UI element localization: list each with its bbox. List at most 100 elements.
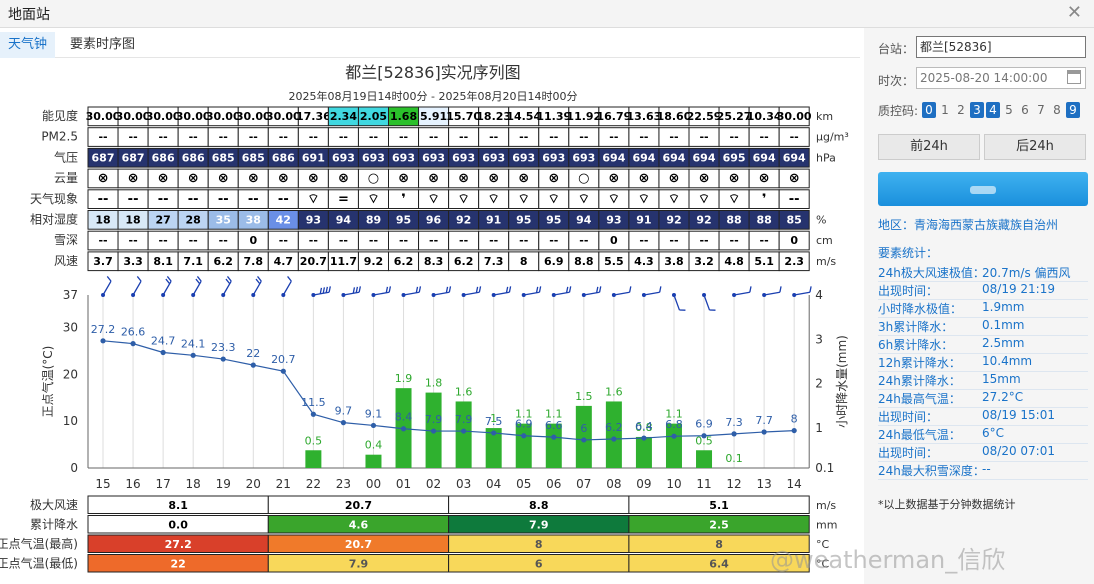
cell-value: 10.34 xyxy=(747,110,782,123)
wind-barb xyxy=(101,276,112,297)
temp-point xyxy=(160,349,166,356)
cell-value: ⊗ xyxy=(608,171,619,186)
chart-title: 都兰[52836]实况序列图 xyxy=(345,63,520,82)
stats-value: 1.9mm xyxy=(982,300,1025,314)
cell-value: 11.7 xyxy=(330,255,357,268)
cell-value: -- xyxy=(579,131,588,144)
qc-code-0[interactable]: 0 xyxy=(922,102,936,118)
cell-value: 14.54 xyxy=(506,110,541,123)
temp-point xyxy=(130,341,136,347)
temp-point xyxy=(340,420,347,426)
tab-element-timeseries[interactable]: 要素时序图 xyxy=(70,37,136,52)
cell-value: 91 xyxy=(636,214,651,227)
cell-value: -- xyxy=(669,234,678,247)
cell-value: 30.00 xyxy=(266,110,301,123)
stats-value: 08/20 07:01 xyxy=(982,444,1055,458)
cell-value: 6.9 xyxy=(544,255,564,268)
cell-value: ⊗ xyxy=(338,171,349,186)
cell-value: 15.70 xyxy=(446,110,481,123)
stats-key: 24h极大风速极值： xyxy=(878,266,985,280)
x-tick-label: 04 xyxy=(486,477,501,491)
qc-code-6[interactable]: 6 xyxy=(1021,103,1029,117)
wind-barb xyxy=(131,276,142,297)
cell-value: 11.92 xyxy=(566,110,601,123)
stats-key: 小时降水极值： xyxy=(878,302,963,316)
time-value: 2025-08-20 14:00:00 xyxy=(920,71,1048,85)
cell-value: -- xyxy=(519,234,528,247)
stats-row: 12h累计降水： 10.4mm xyxy=(878,354,1088,372)
wind-barb xyxy=(281,276,292,297)
precip-label: 1.6 xyxy=(605,385,623,398)
qc-code-8[interactable]: 8 xyxy=(1053,103,1061,117)
qc-code-2[interactable]: 2 xyxy=(957,103,965,117)
temp-point xyxy=(521,433,527,439)
summary-value: 20.7 xyxy=(345,538,372,551)
temp-label: 24.1 xyxy=(181,337,206,350)
cell-value: -- xyxy=(639,234,648,247)
cell-value: -- xyxy=(699,131,708,144)
stats-row: 24h最大积雪深度： -- xyxy=(878,462,1088,480)
cell-value: 89 xyxy=(366,214,381,227)
wind-barb xyxy=(792,286,812,297)
cell-value: 695 xyxy=(723,151,746,164)
precip-label: 1.9 xyxy=(395,372,413,385)
qc-code-3[interactable]: 3 xyxy=(970,102,984,118)
wind-barb xyxy=(161,276,172,297)
cell-value: ⌔ xyxy=(578,192,590,207)
tab-weather-clock[interactable]: 天气钟 xyxy=(0,32,56,58)
summary-value: 2.5 xyxy=(709,519,729,532)
time-input[interactable]: 2025-08-20 14:00:00 xyxy=(916,67,1086,89)
cell-value: 8.3 xyxy=(424,255,444,268)
cell-value: -- xyxy=(790,131,799,144)
qc-code-4[interactable]: 4 xyxy=(986,102,1000,118)
cell-value: -- xyxy=(98,192,109,207)
temp-label: 6.4 xyxy=(635,420,653,433)
cell-value: -- xyxy=(579,234,588,247)
stats-row: 24h累计降水： 15mm xyxy=(878,372,1088,390)
cell-value: -- xyxy=(730,131,739,144)
cell-value: ⌔ xyxy=(367,192,379,207)
wind-barb xyxy=(521,286,542,297)
qc-code-5[interactable]: 5 xyxy=(1005,103,1013,117)
cell-value: 91 xyxy=(486,214,501,227)
temp-label: 8.4 xyxy=(395,411,413,424)
cell-value: ○ xyxy=(578,171,589,186)
cell-value: -- xyxy=(399,234,408,247)
cell-value: 94 xyxy=(576,214,592,227)
cell-value: 27 xyxy=(155,214,170,227)
tab-bar: 天气钟 要素时序图 xyxy=(0,32,860,58)
cell-value: -- xyxy=(98,234,107,247)
cell-value: -- xyxy=(128,192,139,207)
prev-24h-button[interactable]: 前24h xyxy=(878,134,980,160)
cell-value: 30.00 xyxy=(146,110,181,123)
close-icon[interactable]: ✕ xyxy=(1066,2,1082,23)
cell-value: 693 xyxy=(332,151,355,164)
temp-label: 11.5 xyxy=(301,396,326,409)
cell-value: 42 xyxy=(276,214,291,227)
table-cell xyxy=(778,127,810,147)
stats-row: 出现时间： 08/19 21:19 xyxy=(878,282,1088,300)
stats-row: 24h最低气温： 6°C xyxy=(878,426,1088,444)
calendar-icon[interactable] xyxy=(1067,70,1081,84)
qc-code-1[interactable]: 1 xyxy=(941,103,949,117)
qc-label: 质控码: xyxy=(878,104,919,118)
query-button[interactable] xyxy=(878,172,1088,206)
next-24h-button[interactable]: 后24h xyxy=(984,134,1086,160)
stats-row: 6h累计降水： 2.5mm xyxy=(878,336,1088,354)
qc-code-7[interactable]: 7 xyxy=(1037,103,1045,117)
cell-value: ○ xyxy=(368,171,379,186)
station-input[interactable]: 都兰[52836] xyxy=(916,36,1086,58)
cell-value: 2.34 xyxy=(330,110,357,123)
temp-label: 20.7 xyxy=(271,353,296,366)
cell-value: 687 xyxy=(122,151,145,164)
cell-value: ⌔ xyxy=(518,192,530,207)
summary-value: 7.9 xyxy=(529,519,549,532)
precip-bar xyxy=(605,401,622,468)
cell-value: -- xyxy=(760,234,769,247)
cell-value: 693 xyxy=(482,151,505,164)
summary-value: 0.0 xyxy=(168,519,188,532)
cell-value: 3.7 xyxy=(93,255,113,268)
temp-label: 8 xyxy=(791,413,798,426)
temp-label: 6 xyxy=(580,422,587,435)
qc-code-9[interactable]: 9 xyxy=(1066,102,1080,118)
